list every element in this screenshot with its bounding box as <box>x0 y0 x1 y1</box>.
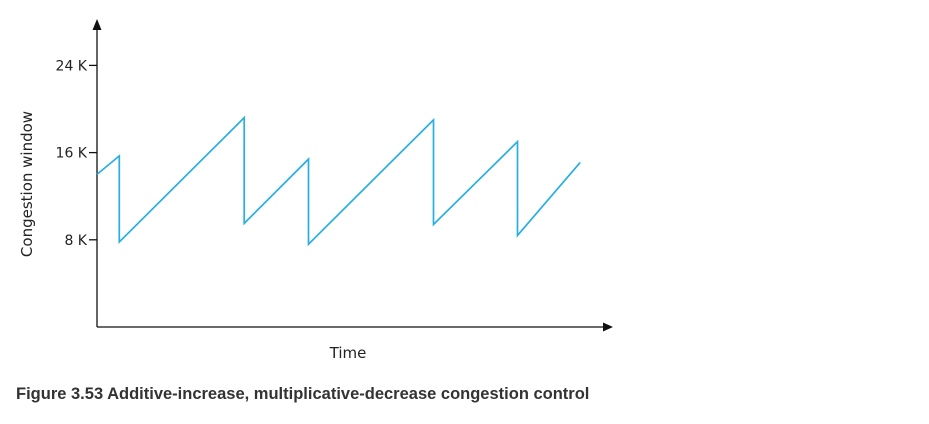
y-ticks: 8 K 16 K 24 K <box>56 58 97 249</box>
y-axis-label: Congestion window <box>18 111 36 257</box>
y-tick-label: 16 K <box>56 146 88 162</box>
congestion-window-series-line <box>96 115 581 247</box>
y-axis-arrowhead <box>92 19 102 30</box>
x-axis-label: Time <box>329 344 367 362</box>
y-tick-label: 8 K <box>64 233 87 249</box>
series-group <box>96 115 581 247</box>
figure-caption: Figure 3.53 Additive-increase, multiplic… <box>16 385 590 403</box>
congestion-window-chart: 8 K 16 K 24 K Time Congestion window <box>18 19 613 362</box>
x-axis-arrowhead <box>603 322 613 332</box>
y-tick-label: 24 K <box>56 58 88 74</box>
